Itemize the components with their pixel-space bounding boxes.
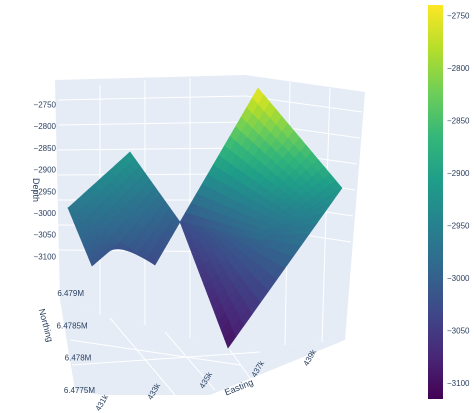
z-axis-title: Depth xyxy=(31,178,41,202)
y-tick-label: 6.479M xyxy=(57,289,84,298)
surface-cell xyxy=(116,241,126,247)
z-tick-label: −2850 xyxy=(34,144,57,153)
y-axis-ticks: 6.4775M 6.478M 6.4785M 6.479M xyxy=(57,289,96,395)
z-tick-label: −3000 xyxy=(34,209,57,218)
z-tick-label: −2950 xyxy=(34,187,57,196)
colorbar-tick-label: −3050 xyxy=(447,327,470,336)
x-tick-label: 431k xyxy=(94,392,111,412)
z-tick-label: −2900 xyxy=(34,166,57,175)
z-axis-ticks: −3100 −3050 −3000 −2950 −2900 −2850 −2800 −2750 xyxy=(34,100,57,261)
colorbar-tick-label: −3000 xyxy=(447,274,470,283)
left-block-south[interactable] xyxy=(67,207,156,267)
colorbar-ticks: −2750 −2800 −2850 −2900 −2950 −3000 −3050 −3100 xyxy=(447,12,470,389)
z-tick-label: −3050 xyxy=(34,231,57,240)
surface-cell xyxy=(97,245,104,251)
colorbar: −2750 −2800 −2850 −2900 −2950 −3000 −3050 −3100 xyxy=(428,5,470,399)
y-axis-title: Northing xyxy=(37,307,55,342)
colorbar-tick-label: −2900 xyxy=(447,169,470,178)
y-tick-label: 6.4775M xyxy=(64,386,95,395)
colorbar-tick-label: −3100 xyxy=(447,379,470,388)
main-block-south[interactable] xyxy=(179,187,343,349)
surface-cell xyxy=(328,187,343,203)
colorbar-tick-label: −2850 xyxy=(447,117,470,126)
z-tick-label: −2800 xyxy=(34,122,57,131)
y-tick-label: 6.4785M xyxy=(57,321,88,330)
y-tick-label: 6.478M xyxy=(65,354,92,363)
floor-pane xyxy=(60,300,345,395)
z-tick-label: −2750 xyxy=(34,100,57,109)
colorbar-tick-label: −2950 xyxy=(447,222,470,231)
z-tick-label: −3100 xyxy=(34,252,57,261)
colorbar-tick-label: −2750 xyxy=(447,12,470,21)
left-block-north[interactable] xyxy=(67,151,181,266)
surface[interactable] xyxy=(67,87,343,349)
colorbar-strip xyxy=(428,5,443,399)
colorbar-tick-label: −2800 xyxy=(447,64,470,73)
